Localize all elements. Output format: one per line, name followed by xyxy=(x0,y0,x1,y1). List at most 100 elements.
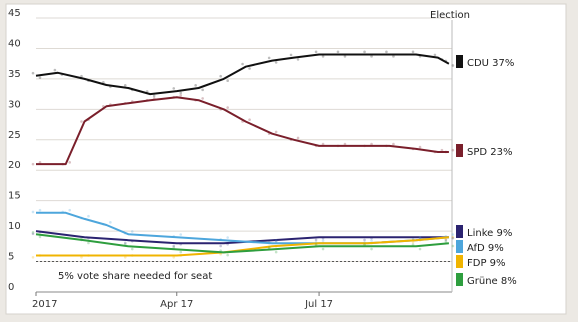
poll-dot xyxy=(321,55,325,58)
poll-dot xyxy=(370,247,373,251)
poll-dot xyxy=(418,145,422,149)
poll-dot xyxy=(68,161,72,164)
poll-dot xyxy=(370,239,373,242)
poll-dot xyxy=(87,241,90,245)
series-line xyxy=(35,233,449,254)
poll-dot xyxy=(411,50,415,54)
poll-dot xyxy=(274,250,278,254)
poll-dot xyxy=(321,142,325,146)
poll-dot xyxy=(179,233,183,236)
poll-dot xyxy=(314,50,318,54)
y-tick-label: 15 xyxy=(8,191,21,202)
poll-dot xyxy=(444,240,448,243)
poll-dot xyxy=(451,235,455,239)
poll-dot xyxy=(130,247,134,251)
poll-dot xyxy=(80,120,83,123)
poll-dot xyxy=(102,80,105,84)
legend-swatch xyxy=(456,273,463,286)
poll-dot xyxy=(152,94,156,98)
poll-dot xyxy=(68,208,72,212)
poll-dot xyxy=(451,236,455,240)
poll-dot xyxy=(363,50,366,54)
poll-dot xyxy=(451,148,455,152)
poll-dot xyxy=(392,55,395,58)
series-line xyxy=(36,236,449,257)
poll-dot xyxy=(440,148,444,152)
poll-dot xyxy=(226,79,229,82)
series-line xyxy=(36,96,449,166)
poll-dot xyxy=(296,58,300,61)
poll-dot xyxy=(363,243,366,246)
legend-swatch xyxy=(456,55,463,68)
poll-dot xyxy=(314,243,318,246)
poll-dot xyxy=(343,142,347,146)
y-tick-label: 25 xyxy=(8,130,21,141)
series-cdu xyxy=(31,50,455,98)
poll-dot xyxy=(31,232,35,236)
poll-dot xyxy=(38,76,42,79)
poll-dot xyxy=(53,68,57,72)
poll-dot xyxy=(226,106,229,109)
poll-dot xyxy=(201,88,204,92)
x-tick-label: Jul 17 xyxy=(304,299,333,310)
poll-dot xyxy=(179,91,183,95)
poll-dot xyxy=(370,142,373,146)
y-tick-label: 30 xyxy=(8,99,21,110)
poll-dot xyxy=(172,255,176,259)
series-end-label: Linke 9% xyxy=(467,228,512,239)
poll-dot xyxy=(123,241,127,245)
series-end-label: AfD 9% xyxy=(467,243,504,254)
y-tick-label: 10 xyxy=(8,221,21,232)
poll-dot xyxy=(370,55,373,58)
poll-dot xyxy=(267,246,271,249)
poll-dot xyxy=(179,250,183,254)
poll-dot xyxy=(289,53,293,57)
poll-dot xyxy=(38,235,42,239)
series-end-label: CDU 37% xyxy=(467,58,514,69)
series-line xyxy=(35,53,450,96)
poll-dot xyxy=(241,62,244,66)
series-spd xyxy=(31,94,455,166)
poll-dot xyxy=(172,87,176,90)
series-end-label: SPD 23% xyxy=(467,147,512,158)
poll-dot xyxy=(123,255,127,259)
y-tick-label: 40 xyxy=(8,38,21,49)
poll-dot xyxy=(201,97,204,100)
poll-dot xyxy=(109,221,112,224)
threshold-label: 5% vote share needed for seat xyxy=(58,271,212,282)
poll-dot xyxy=(248,67,251,70)
poll-dot xyxy=(38,208,42,212)
y-tick-label: 35 xyxy=(8,69,21,80)
y-tick-label: 20 xyxy=(8,160,21,171)
poll-dot xyxy=(363,238,366,242)
poll-dot xyxy=(314,238,318,242)
poll-dot xyxy=(296,136,300,140)
x-tick-label: 2017 xyxy=(32,299,57,310)
poll-dot xyxy=(418,247,422,251)
poll-dot xyxy=(451,233,455,236)
poll-dot xyxy=(411,243,415,246)
poll-dot xyxy=(336,50,340,54)
poll-dot xyxy=(87,214,90,218)
poll-dot xyxy=(451,64,455,67)
poll-dot xyxy=(226,253,229,257)
poll-dot xyxy=(274,130,278,134)
legend-swatch xyxy=(456,255,463,268)
poll-dot xyxy=(38,161,42,164)
series-end-label: Grüne 8% xyxy=(467,276,517,287)
poll-dot xyxy=(130,230,134,233)
poll-dot xyxy=(194,84,197,87)
y-tick-label: 0 xyxy=(8,282,14,293)
poll-dot xyxy=(31,255,35,259)
legend-swatch xyxy=(456,144,463,157)
y-tick-label: 45 xyxy=(8,8,21,19)
legend-swatch xyxy=(456,240,463,253)
poll-dot xyxy=(451,244,455,248)
series-end-label: FDP 9% xyxy=(467,258,506,269)
poll-dot xyxy=(31,71,35,75)
poll-dot xyxy=(31,210,35,214)
series-grne xyxy=(31,231,455,257)
poll-dot xyxy=(123,84,127,87)
